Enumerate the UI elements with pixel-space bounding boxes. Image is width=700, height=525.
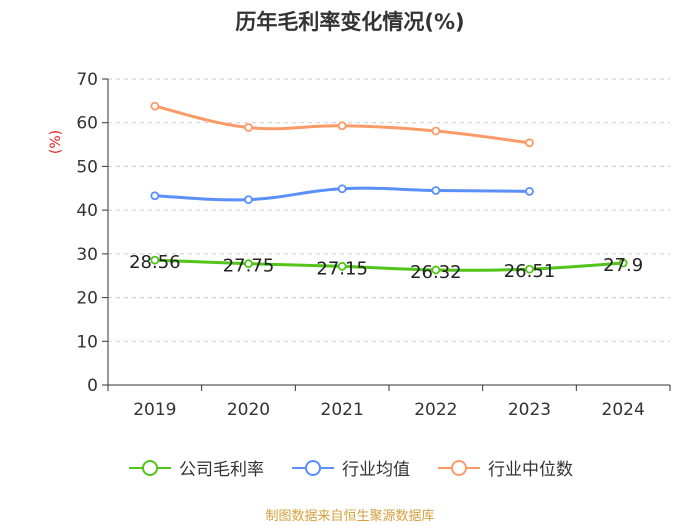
legend-item[interactable]: 公司毛利率 <box>127 455 264 480</box>
data-point <box>525 264 534 274</box>
legend-label: 行业中位数 <box>488 460 573 480</box>
y-tick-label: 10 <box>76 332 98 352</box>
y-tick-label: 20 <box>76 289 98 309</box>
source-note: 制图数据来自恒生聚源数据库 <box>265 509 435 524</box>
series-line-0 <box>154 258 624 272</box>
data-point <box>525 186 534 196</box>
data-point <box>150 255 160 265</box>
grid-lines <box>108 78 670 342</box>
data-point <box>431 126 441 136</box>
x-tick-label: 2022 <box>414 400 457 420</box>
data-point <box>431 186 441 195</box>
x-tick-label: 2023 <box>508 400 551 420</box>
legend-label: 行业均值 <box>342 460 410 480</box>
y-tick-label: 40 <box>76 201 98 221</box>
legend-line-marker-icon <box>438 459 480 476</box>
x-tick-label: 2024 <box>602 400 645 420</box>
y-tick-label: 70 <box>76 70 98 90</box>
y-tick-label: 60 <box>76 114 98 134</box>
data-point <box>525 138 534 148</box>
data-label: 28.56 <box>129 252 181 273</box>
axes: 0 10 20 30 40 50 60 70 (%) 2019 2020 2021 2022 2023 20… <box>48 70 671 420</box>
data-point <box>150 191 160 201</box>
y-axis-label: (%) <box>48 130 64 154</box>
legend-item[interactable]: 行业均值 <box>290 455 410 480</box>
y-tick-label: 50 <box>76 157 98 177</box>
y-tick-label: 30 <box>76 245 98 265</box>
y-tick-label: 0 <box>87 376 98 396</box>
data-point <box>244 123 253 132</box>
x-tick-label: 2020 <box>227 400 270 420</box>
x-tick-label: 2019 <box>133 400 176 420</box>
legend-line-marker-icon <box>129 459 171 476</box>
data-point <box>431 265 441 275</box>
data-point <box>618 258 628 268</box>
data-point <box>244 195 253 205</box>
chart-title: 历年毛利率变化情况(%) <box>235 10 465 34</box>
data-point <box>337 184 347 194</box>
legend-label: 公司毛利率 <box>179 460 264 480</box>
data-label: 26.51 <box>504 261 556 282</box>
x-tick-label: 2021 <box>321 400 364 420</box>
series-lines <box>150 101 628 275</box>
legend-item[interactable]: 行业中位数 <box>436 455 573 480</box>
data-label: 26.32 <box>410 262 462 283</box>
data-point <box>244 259 253 269</box>
data-point <box>337 261 347 271</box>
data-label: 27.9 <box>603 255 643 276</box>
data-point <box>337 121 347 131</box>
data-labels: 28.56 27.75 27.15 26.32 26.51 27.9 <box>129 252 643 283</box>
legend-line-marker-icon <box>292 459 334 476</box>
legend: 公司毛利率 行业均值 行业中位数 <box>0 455 700 480</box>
data-label: 27.15 <box>316 258 368 279</box>
data-point <box>150 101 160 111</box>
data-label: 27.75 <box>223 256 275 277</box>
